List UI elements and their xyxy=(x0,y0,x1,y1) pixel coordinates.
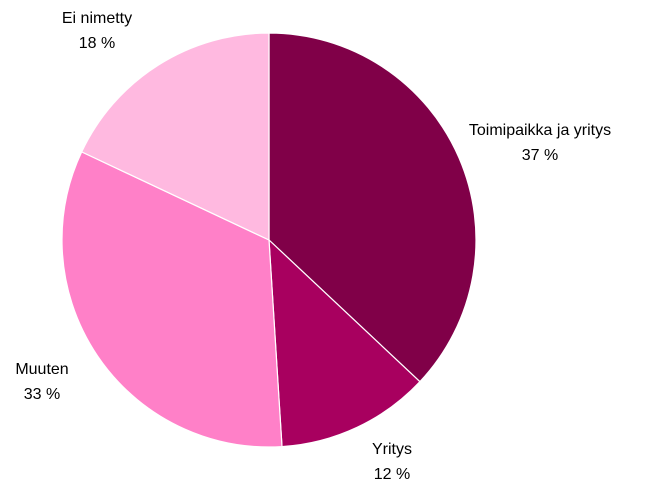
pie-slice xyxy=(268,32,477,383)
slice-label: Yritys xyxy=(372,441,412,458)
slice-value-label: 37 % xyxy=(522,147,558,164)
slice-label: Ei nimetty xyxy=(62,10,132,27)
slice-label: Muuten xyxy=(15,361,68,378)
pie-slice xyxy=(268,238,421,448)
pie-slice xyxy=(80,32,270,241)
slice-label: Toimipaikka ja yritys xyxy=(469,122,611,139)
pie-slice xyxy=(61,151,283,448)
slice-value-label: 18 % xyxy=(79,35,115,52)
slice-value-label: 33 % xyxy=(24,386,60,403)
slice-value-label: 12 % xyxy=(374,466,410,482)
